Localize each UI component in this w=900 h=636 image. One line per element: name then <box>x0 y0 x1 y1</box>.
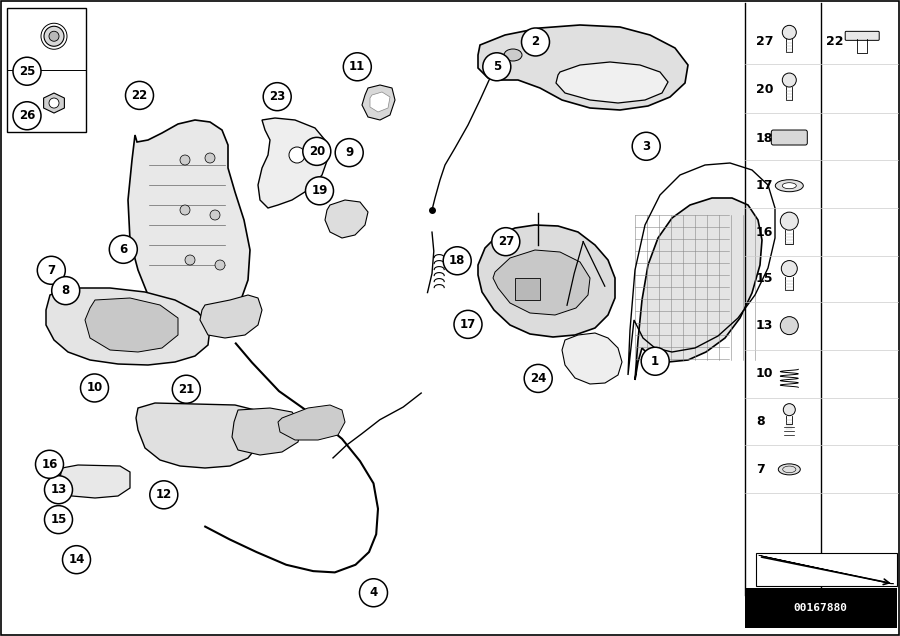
Circle shape <box>125 81 154 109</box>
Circle shape <box>482 53 511 81</box>
FancyBboxPatch shape <box>771 130 807 145</box>
Text: 10: 10 <box>756 367 773 380</box>
Polygon shape <box>325 200 368 238</box>
Circle shape <box>781 261 797 277</box>
Text: 10: 10 <box>86 382 103 394</box>
Polygon shape <box>60 465 130 498</box>
Text: 17: 17 <box>460 318 476 331</box>
Circle shape <box>302 137 331 165</box>
Circle shape <box>44 506 73 534</box>
Polygon shape <box>556 62 668 103</box>
Text: 20: 20 <box>309 145 325 158</box>
Text: 8: 8 <box>756 415 765 428</box>
Polygon shape <box>759 555 894 584</box>
Text: 7: 7 <box>756 463 765 476</box>
Ellipse shape <box>778 464 800 475</box>
Circle shape <box>185 255 195 265</box>
Text: 13: 13 <box>50 483 67 496</box>
Text: 6: 6 <box>119 243 128 256</box>
Ellipse shape <box>504 49 522 61</box>
Polygon shape <box>85 298 178 352</box>
Circle shape <box>205 153 215 163</box>
Circle shape <box>215 260 225 270</box>
Circle shape <box>782 73 796 87</box>
Polygon shape <box>370 92 390 112</box>
Text: 7: 7 <box>47 264 56 277</box>
Circle shape <box>780 212 798 230</box>
Circle shape <box>524 364 553 392</box>
Polygon shape <box>200 295 262 338</box>
Text: 16: 16 <box>756 226 773 238</box>
Polygon shape <box>478 25 688 110</box>
Polygon shape <box>43 93 65 113</box>
Text: 3: 3 <box>642 140 651 153</box>
Circle shape <box>780 317 798 335</box>
Text: 20: 20 <box>756 83 773 95</box>
Circle shape <box>783 404 796 416</box>
Circle shape <box>210 210 220 220</box>
Polygon shape <box>278 405 345 440</box>
Circle shape <box>454 310 482 338</box>
Circle shape <box>62 546 91 574</box>
Circle shape <box>641 347 670 375</box>
Text: 19: 19 <box>311 184 328 197</box>
Text: 23: 23 <box>269 90 285 103</box>
Circle shape <box>263 83 292 111</box>
Circle shape <box>632 132 661 160</box>
Circle shape <box>109 235 138 263</box>
Polygon shape <box>232 408 302 455</box>
Text: 22: 22 <box>131 89 148 102</box>
Text: 22: 22 <box>826 35 843 48</box>
Circle shape <box>335 139 364 167</box>
Text: 00167880: 00167880 <box>794 603 848 613</box>
Text: 9: 9 <box>345 146 354 159</box>
Text: 24: 24 <box>530 372 546 385</box>
Polygon shape <box>478 225 615 337</box>
Text: 4: 4 <box>369 586 378 599</box>
Text: 5: 5 <box>492 60 501 73</box>
Text: 13: 13 <box>756 319 773 332</box>
Text: 27: 27 <box>498 235 514 248</box>
Circle shape <box>13 57 41 85</box>
FancyBboxPatch shape <box>756 553 897 586</box>
Circle shape <box>49 31 59 41</box>
Circle shape <box>305 177 334 205</box>
Text: 25: 25 <box>19 65 35 78</box>
Text: 15: 15 <box>50 513 67 526</box>
Circle shape <box>13 102 41 130</box>
Circle shape <box>35 450 64 478</box>
Text: 18: 18 <box>449 254 465 267</box>
FancyBboxPatch shape <box>745 588 897 628</box>
Circle shape <box>44 26 64 46</box>
Text: 2: 2 <box>531 36 540 48</box>
Circle shape <box>51 277 80 305</box>
Text: 12: 12 <box>156 488 172 501</box>
Circle shape <box>80 374 109 402</box>
Polygon shape <box>635 198 762 380</box>
Polygon shape <box>493 250 590 315</box>
Text: 18: 18 <box>756 132 773 144</box>
Text: 14: 14 <box>68 553 85 566</box>
Circle shape <box>49 98 59 108</box>
Text: 8: 8 <box>61 284 70 297</box>
Circle shape <box>37 256 66 284</box>
FancyBboxPatch shape <box>845 31 879 40</box>
Text: 16: 16 <box>41 458 58 471</box>
Text: 11: 11 <box>349 60 365 73</box>
Circle shape <box>359 579 388 607</box>
FancyBboxPatch shape <box>7 8 86 132</box>
Polygon shape <box>128 120 250 332</box>
Text: 1: 1 <box>651 355 660 368</box>
Circle shape <box>289 147 305 163</box>
Ellipse shape <box>782 183 796 189</box>
Polygon shape <box>515 278 540 300</box>
Text: 21: 21 <box>178 383 194 396</box>
Circle shape <box>172 375 201 403</box>
Circle shape <box>44 476 73 504</box>
Ellipse shape <box>775 180 804 191</box>
Circle shape <box>491 228 520 256</box>
Polygon shape <box>136 403 262 468</box>
Text: 26: 26 <box>19 109 35 122</box>
Circle shape <box>180 155 190 165</box>
